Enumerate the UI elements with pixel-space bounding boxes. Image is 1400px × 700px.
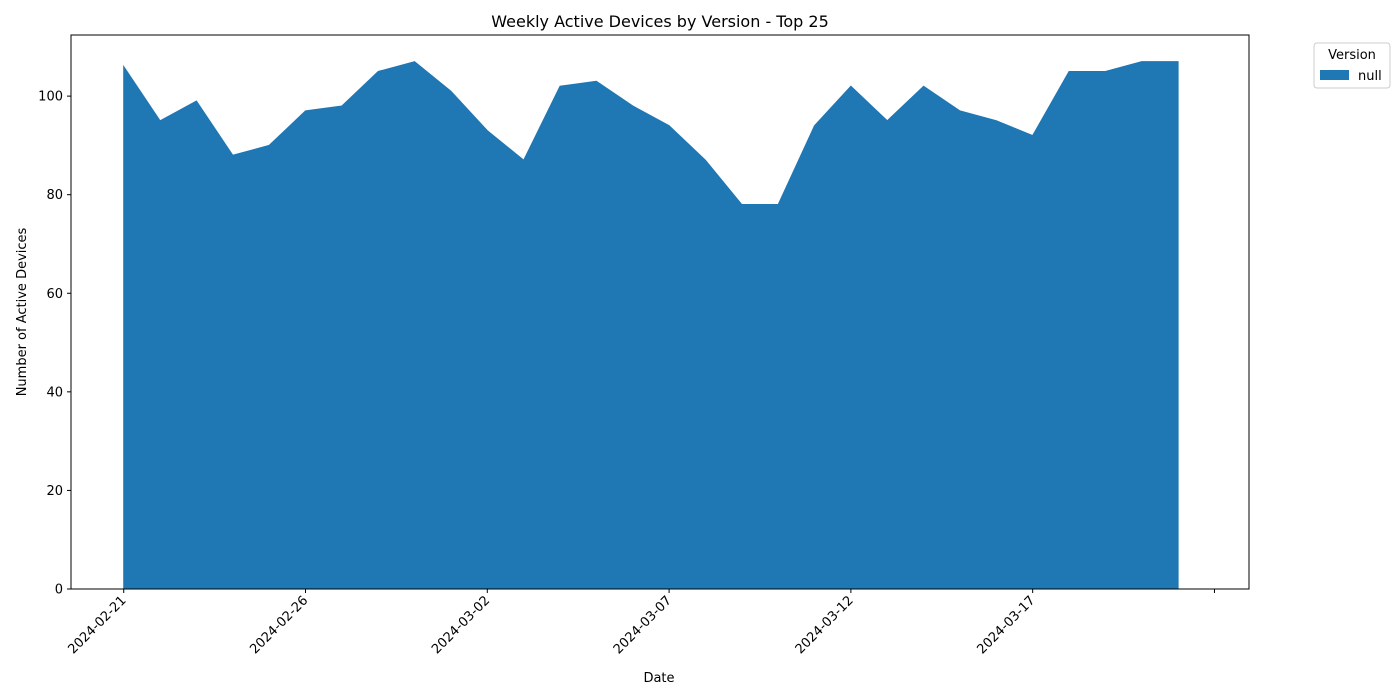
legend-label: null — [1358, 69, 1382, 84]
y-tick-label: 80 — [46, 188, 63, 203]
y-tick-label: 0 — [55, 583, 63, 598]
x-tick-label: 2024-02-21 — [66, 593, 130, 657]
x-tick-label: 2024-03-02 — [429, 593, 493, 657]
legend-swatch — [1320, 70, 1349, 80]
x-axis-label: Date — [643, 671, 674, 686]
y-tick-label: 40 — [46, 385, 63, 400]
axes-frame — [70, 34, 1250, 590]
plot-area: 0 20 40 60 80 100 2024-02-21 2024-02-26 2024-03-… — [38, 34, 1250, 657]
chart-title: Weekly Active Devices by Version - Top 2… — [491, 12, 829, 31]
x-tick-label: 2024-03-17 — [974, 593, 1038, 657]
x-tick-label: 2024-03-12 — [793, 593, 857, 657]
legend: Version null — [1313, 42, 1391, 89]
x-tick-label: 2024-02-26 — [247, 593, 311, 657]
y-tick-label: 60 — [46, 287, 63, 302]
x-tick-label: 2024-03-07 — [611, 593, 675, 657]
y-tick-label: 20 — [46, 484, 63, 499]
area-series-0 — [123, 61, 1179, 590]
y-axis-label: Number of Active Devices — [15, 227, 30, 396]
legend-title: Version — [1328, 48, 1376, 63]
y-tick-label: 100 — [38, 90, 63, 105]
